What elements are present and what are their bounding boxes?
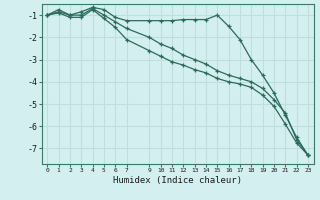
X-axis label: Humidex (Indice chaleur): Humidex (Indice chaleur) (113, 176, 242, 185)
